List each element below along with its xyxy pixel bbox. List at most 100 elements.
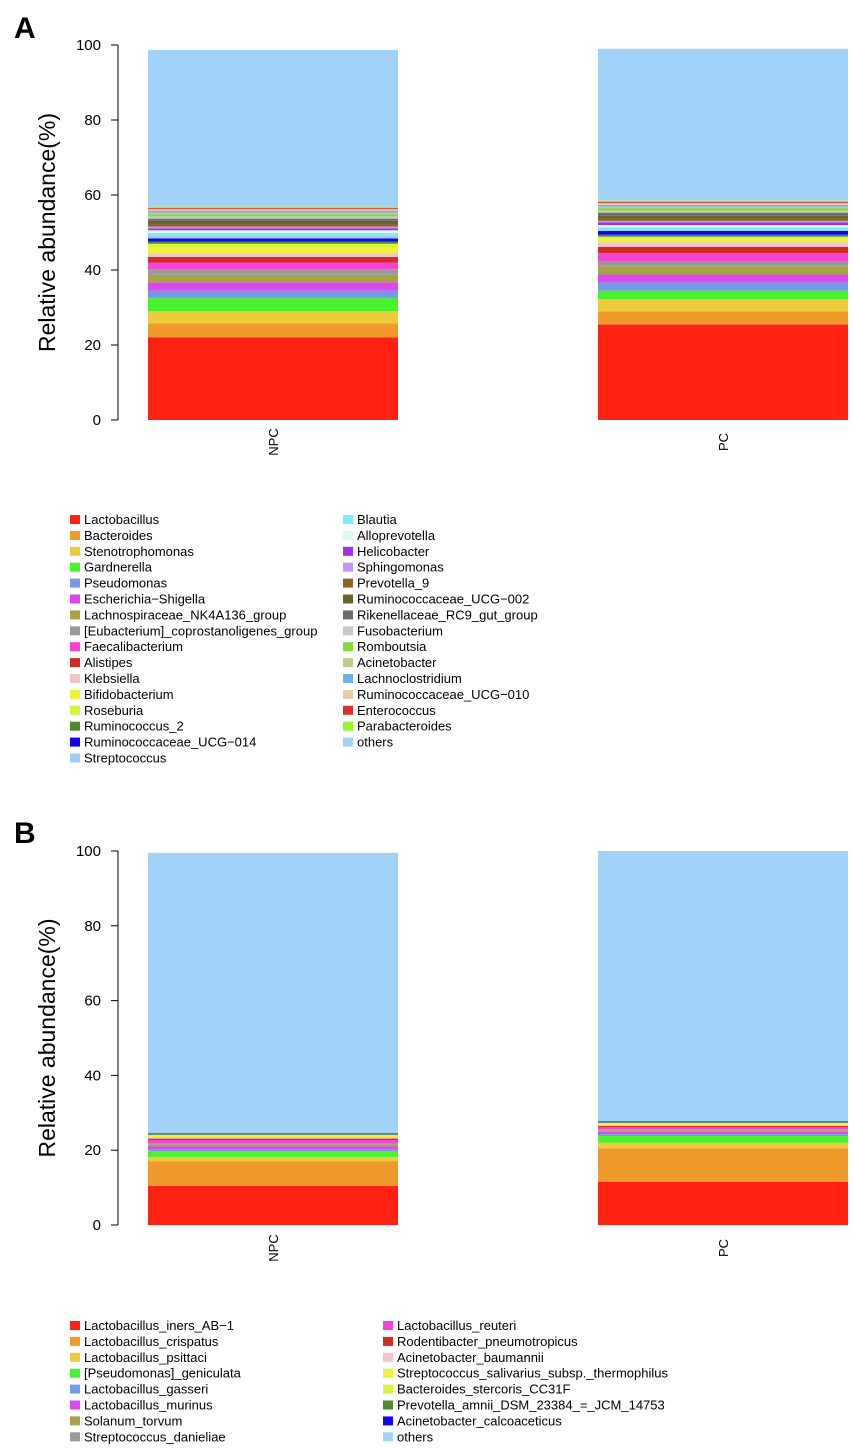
legend-label: Streptococcus bbox=[84, 751, 167, 766]
bar-segment: Rikenellaceae_RC9_gut_group: 0.6% bbox=[148, 218, 398, 221]
chart-panel-b: B 0 20 40 60 80 100 Relative abundance(%) Lactob… bbox=[14, 817, 848, 1444]
legend-label: Prevotella_9 bbox=[357, 576, 429, 591]
y-tick-label: 100 bbox=[76, 37, 101, 54]
legend-swatch bbox=[70, 753, 80, 763]
legend-item: Roseburia bbox=[70, 703, 144, 718]
y-axis-title: Relative abundance(%) bbox=[34, 918, 60, 1157]
bar-segment: Lactobacillus_reuteri: 0.8% bbox=[148, 1140, 398, 1144]
bar-segment: Roseburia: 1% bbox=[148, 243, 398, 248]
legend-swatch bbox=[70, 642, 80, 652]
legend-item: Lactobacillus_psittaci bbox=[70, 1350, 207, 1365]
bar-segment: Blautia: 0.8% bbox=[148, 232, 398, 236]
bar-segment: Rodentibacter_pneumotropicus: 0.3% bbox=[598, 1125, 848, 1128]
category-label: NPC bbox=[266, 428, 281, 455]
bar-segment: Blautia: 0.5% bbox=[598, 227, 848, 230]
bar-segment: Bacteroides: 3.5% bbox=[598, 311, 848, 325]
y-tick-label: 60 bbox=[84, 993, 101, 1010]
legend-swatch bbox=[343, 721, 353, 731]
bar-segment: Prevotella_9: 0.8% bbox=[148, 223, 398, 227]
legend-item: Escherichia−Shigella bbox=[70, 592, 206, 607]
bar-segment: Solanum_torvum: 0.4% bbox=[598, 1130, 848, 1132]
legend-label: Acinetobacter_baumannii bbox=[397, 1350, 544, 1365]
legend-swatch bbox=[383, 1400, 393, 1410]
legend-item: Streptococcus_salivarius_subsp._thermoph… bbox=[383, 1366, 668, 1381]
bar-segment: Romboutsia: 0.5% bbox=[148, 214, 398, 217]
legend-item: Ruminococcaceae_UCG−002 bbox=[343, 592, 529, 607]
panel-label: A bbox=[14, 12, 36, 45]
legend-swatch bbox=[70, 721, 80, 731]
bar-segment: Klebsiella: 1.2% bbox=[598, 242, 848, 247]
legend-swatch bbox=[70, 562, 80, 572]
legend-swatch bbox=[343, 562, 353, 572]
legend-label: Escherichia−Shigella bbox=[84, 592, 206, 607]
bar-segment: Acinetobacter_baumannii: 0.4% bbox=[148, 1137, 398, 1139]
legend-swatch bbox=[70, 530, 80, 540]
bar-segment: Pseudomonas: 2% bbox=[148, 290, 398, 299]
legend-swatch bbox=[70, 674, 80, 683]
legend-item: Acinetobacter_calcoaceticus bbox=[383, 1413, 562, 1428]
bar-segment: others: 41.8% bbox=[148, 49, 398, 207]
legend-item: Bacteroides_stercoris_CC31F bbox=[383, 1382, 570, 1397]
legend-item: Stenotrophomonas bbox=[70, 544, 194, 559]
bar-segment: Stenotrophomonas: 3.2% bbox=[148, 311, 398, 324]
legend-label: Ruminococcaceae_UCG−002 bbox=[357, 592, 529, 607]
legend-label: Acinetobacter_calcoaceticus bbox=[397, 1413, 562, 1428]
bar-segment: Ruminococcaceae_UCG−014: 0.8% bbox=[148, 238, 398, 242]
legend-item: Rodentibacter_pneumotropicus bbox=[383, 1334, 578, 1349]
legend-swatch bbox=[70, 1368, 80, 1378]
bar-segment: Lactobacillus_gasseri: 0.5% bbox=[598, 1134, 848, 1136]
legend-item: Lactobacillus_gasseri bbox=[70, 1382, 208, 1397]
bar-segment: Parabacteroides: 0.4% bbox=[148, 206, 398, 209]
legend-swatch bbox=[343, 578, 353, 588]
legend-label: Faecalibacterium bbox=[84, 639, 183, 654]
bar-segment: Helicobacter: 0.5% bbox=[148, 228, 398, 231]
legend-item: Fusobacterium bbox=[343, 623, 443, 638]
legend-label: Sphingomonas bbox=[357, 560, 444, 575]
legend-label: Lactobacillus_reuteri bbox=[397, 1318, 516, 1333]
bar-segment: Ruminococcaceae_UCG−010: 0.4% bbox=[148, 209, 398, 211]
bar-segment: Ruminococcaceae_UCG−002: 0.7% bbox=[148, 220, 398, 224]
legend-swatch bbox=[343, 610, 353, 620]
bar-segment: Stenotrophomonas: 3.2% bbox=[598, 299, 848, 312]
bar-segment: Rodentibacter_pneumotropicus: 0.4% bbox=[148, 1138, 398, 1141]
category-label: PC bbox=[716, 1239, 731, 1257]
legend-item: Streptococcus bbox=[70, 751, 167, 766]
legend-label: Lactobacillus_psittaci bbox=[84, 1350, 207, 1365]
legend-item: Enterococcus bbox=[343, 703, 436, 718]
legend-swatch bbox=[70, 594, 80, 604]
legend-swatch bbox=[70, 610, 80, 620]
bar-segment: Alistipes: 1.5% bbox=[148, 256, 398, 263]
bar-segment: Lactobacillus_psittaci: 1.5% bbox=[598, 1142, 848, 1149]
bar-segment: Lactobacillus_murinus: 0.7% bbox=[148, 1146, 398, 1150]
legend-item: Faecalibacterium bbox=[70, 639, 183, 654]
legend-item: Solanum_torvum bbox=[70, 1413, 182, 1428]
bar-segment: Fusobacterium: 0.5% bbox=[598, 210, 848, 213]
legend-item: Prevotella_9 bbox=[343, 576, 429, 591]
legend-swatch bbox=[70, 1352, 80, 1362]
legend-swatch bbox=[343, 530, 353, 540]
legend-item: Streptococcus_danieliae bbox=[70, 1429, 226, 1444]
bar-stack-npc: Lactobacillus_iners_AB−1: 10.5%Lactobaci… bbox=[148, 852, 398, 1225]
legend-label: others bbox=[397, 1429, 434, 1444]
legend-item: Alistipes bbox=[70, 655, 133, 670]
legend-swatch bbox=[343, 515, 353, 524]
bar-stack-pc: Lactobacillus_iners_AB−1: 11.5%Lactobaci… bbox=[598, 851, 848, 1225]
bar-segment: [Eubacterium]_coprostanoligenes_group: 1… bbox=[598, 261, 848, 267]
legend-swatch bbox=[70, 705, 80, 715]
bar-segment: Lactobacillus_reuteri: 0.6% bbox=[598, 1127, 848, 1130]
legend-swatch bbox=[70, 1432, 80, 1442]
legend-label: Lactobacillus bbox=[84, 512, 160, 527]
legend-swatch bbox=[383, 1352, 393, 1362]
legend-label: [Pseudomonas]_geniculata bbox=[84, 1366, 242, 1381]
legend-item: Bifidobacterium bbox=[70, 687, 174, 702]
legend-item: Lactobacillus_murinus bbox=[70, 1398, 213, 1413]
bar-segment: Pseudomonas: 2.2% bbox=[598, 282, 848, 291]
legend-item: Bacteroides bbox=[70, 528, 153, 543]
bar-segment: Lachnoclostridium: 0.5% bbox=[598, 204, 848, 207]
legend-swatch bbox=[343, 594, 353, 604]
bar-segment: Bifidobacterium: 1.5% bbox=[148, 247, 398, 254]
legend-item: Alloprevotella bbox=[343, 528, 436, 543]
bar-segment: Faecalibacterium: 1.8% bbox=[148, 262, 398, 270]
bar-segment: Lachnospiraceae_NK4A136_group: 2% bbox=[148, 274, 398, 283]
bar-segment: Lactobacillus: 25.5% bbox=[598, 324, 848, 420]
